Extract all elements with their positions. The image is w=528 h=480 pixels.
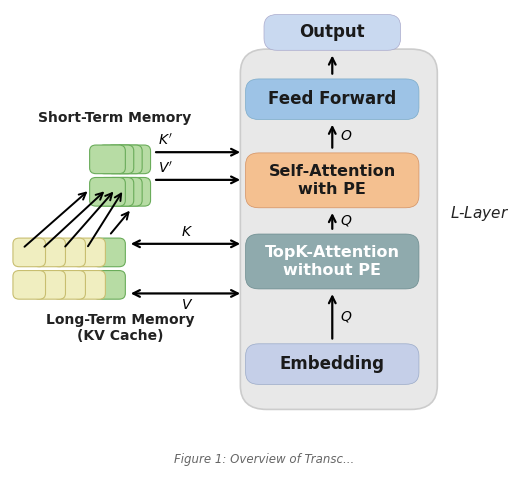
Text: $K$: $K$: [181, 225, 193, 239]
Text: $Q$: $Q$: [340, 214, 353, 228]
Text: Figure 1: Overview of Transc...: Figure 1: Overview of Transc...: [174, 453, 354, 466]
Text: $V$: $V$: [181, 299, 193, 312]
FancyBboxPatch shape: [73, 271, 106, 299]
FancyBboxPatch shape: [115, 178, 150, 206]
FancyBboxPatch shape: [73, 238, 106, 267]
FancyBboxPatch shape: [98, 178, 134, 206]
FancyBboxPatch shape: [107, 178, 142, 206]
FancyBboxPatch shape: [33, 271, 65, 299]
FancyBboxPatch shape: [33, 238, 65, 267]
FancyBboxPatch shape: [90, 178, 125, 206]
Text: $L$-Layer: $L$-Layer: [450, 204, 510, 223]
FancyBboxPatch shape: [53, 238, 86, 267]
FancyBboxPatch shape: [53, 271, 86, 299]
FancyBboxPatch shape: [115, 145, 150, 174]
Text: $Q$: $Q$: [340, 309, 353, 324]
Text: $V'$: $V'$: [158, 160, 173, 176]
FancyBboxPatch shape: [264, 14, 401, 50]
FancyBboxPatch shape: [13, 271, 45, 299]
Text: Embedding: Embedding: [280, 355, 385, 373]
FancyBboxPatch shape: [107, 145, 142, 174]
FancyBboxPatch shape: [246, 79, 419, 120]
FancyBboxPatch shape: [98, 145, 134, 174]
FancyBboxPatch shape: [90, 145, 125, 174]
Text: Self-Attention
with PE: Self-Attention with PE: [269, 164, 396, 197]
Text: Feed Forward: Feed Forward: [268, 90, 397, 108]
Text: Output: Output: [299, 24, 365, 41]
Text: Long-Term Memory
(KV Cache): Long-Term Memory (KV Cache): [46, 313, 194, 343]
FancyBboxPatch shape: [246, 234, 419, 289]
FancyBboxPatch shape: [93, 238, 125, 267]
Text: TopK-Attention
without PE: TopK-Attention without PE: [265, 245, 400, 278]
FancyBboxPatch shape: [93, 271, 125, 299]
Text: $K'$: $K'$: [158, 132, 173, 148]
FancyBboxPatch shape: [246, 153, 419, 208]
FancyBboxPatch shape: [13, 238, 45, 267]
FancyBboxPatch shape: [240, 49, 437, 409]
Text: $O$: $O$: [340, 129, 353, 143]
Text: Short-Term Memory: Short-Term Memory: [38, 111, 192, 125]
FancyBboxPatch shape: [246, 344, 419, 384]
